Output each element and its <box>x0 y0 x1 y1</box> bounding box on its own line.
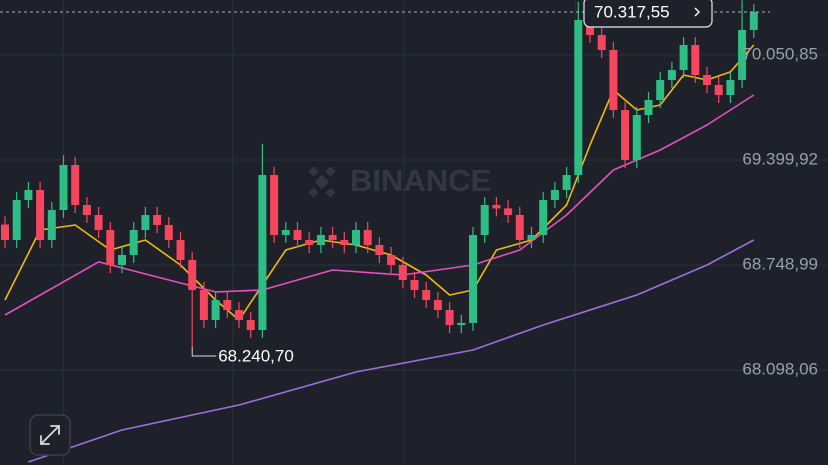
watermark-text: BINANCE <box>350 163 491 198</box>
expand-icon[interactable] <box>40 425 60 445</box>
candle-body <box>24 190 33 201</box>
candle-body <box>223 300 232 311</box>
candle-body <box>597 34 606 50</box>
candle-body <box>644 99 653 115</box>
candles <box>1 0 758 348</box>
watermark: BINANCE <box>308 163 491 198</box>
candle-body <box>621 109 630 161</box>
candle-body <box>749 11 758 30</box>
candle-body <box>246 320 255 331</box>
candle-body <box>714 84 723 95</box>
y-tick-label: 70.050,85 <box>742 44 818 63</box>
candle-body <box>305 240 314 246</box>
candle-body <box>340 240 349 246</box>
candle-body <box>457 322 466 326</box>
candle-body <box>281 230 290 236</box>
candle-body <box>574 19 583 176</box>
ma-line <box>28 239 755 463</box>
candle-body <box>667 69 676 80</box>
ma-line <box>4 94 755 316</box>
candle-body <box>445 310 454 326</box>
low-marker-label: 68.240,70 <box>218 346 294 365</box>
candle-body <box>691 44 700 75</box>
watermark-logo <box>308 166 336 198</box>
candle-body <box>153 215 162 226</box>
candle-body <box>1 224 9 241</box>
grid <box>0 54 828 371</box>
chevron-icon[interactable] <box>694 7 700 17</box>
candle-body <box>211 300 220 321</box>
candle-body <box>539 200 548 236</box>
candle-body <box>656 79 665 100</box>
last-price-label[interactable]: 70.317,55 <box>594 2 670 21</box>
candle-body <box>176 240 185 261</box>
last-price-box[interactable] <box>583 0 713 28</box>
candle-body <box>71 165 80 206</box>
candle-body <box>59 165 68 211</box>
candle-body <box>422 290 431 301</box>
candle-body <box>118 255 126 266</box>
candle-body <box>738 29 747 80</box>
candle-body <box>550 190 559 201</box>
candle-body <box>199 290 208 321</box>
candle-body <box>410 280 419 291</box>
y-tick-label: 69.399,92 <box>742 149 818 168</box>
candle-body <box>141 215 150 231</box>
candle-body <box>36 190 45 241</box>
candle-body <box>270 175 279 236</box>
candle-body <box>480 205 489 236</box>
candle-body <box>632 114 641 161</box>
candle-body <box>106 230 115 266</box>
candle-body <box>515 215 524 241</box>
candle-body <box>47 210 56 241</box>
overlay: 70.050,85 69.399,92 68.748,99 68.098,06 70.3… <box>0 0 818 378</box>
candle-body <box>609 49 618 110</box>
candle-body <box>679 44 688 70</box>
candle-body <box>316 235 325 246</box>
candle-body <box>375 245 384 256</box>
candle-body <box>82 205 91 216</box>
candle-body <box>527 235 536 241</box>
y-tick-label: 68.098,06 <box>742 359 818 378</box>
candle-body <box>12 200 21 241</box>
candle-body <box>492 205 501 209</box>
low-marker-line <box>191 347 217 357</box>
candle-body <box>504 208 513 216</box>
candle-body <box>363 230 372 246</box>
candle-body <box>398 265 407 281</box>
expand-button[interactable] <box>29 414 71 456</box>
candle-body <box>258 175 267 331</box>
candle-body <box>328 235 337 241</box>
candle-body <box>129 230 138 256</box>
candle-body <box>433 300 442 311</box>
candle-body <box>188 260 197 291</box>
candle-body <box>703 74 711 85</box>
candle-body <box>235 310 243 321</box>
candle-body <box>94 215 103 231</box>
time-grid <box>62 0 576 465</box>
candle-body <box>469 235 477 323</box>
candle-body <box>164 225 173 241</box>
candle-body <box>387 255 396 266</box>
y-tick-label: 68.748,99 <box>742 254 818 273</box>
candle-body <box>726 79 735 95</box>
candle-body <box>293 230 302 241</box>
candle-body <box>352 230 360 246</box>
candle-body <box>562 175 571 191</box>
